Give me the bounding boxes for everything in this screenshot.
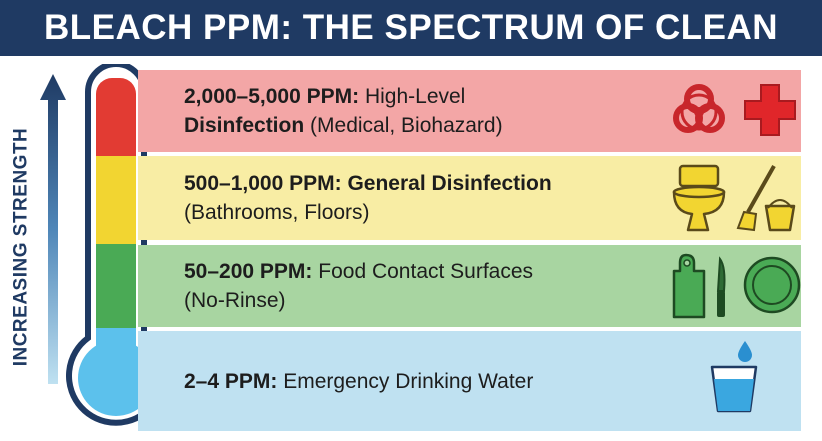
thermo-segment-red (96, 78, 136, 156)
level-text-food: 50–200 PPM: Food Contact Surfaces (No-Ri… (184, 260, 534, 312)
up-arrow-icon (40, 74, 66, 384)
level-band-water: 2–4 PPM: Emergency Drinking Water (138, 331, 801, 431)
axis-label-text: INCREASING STRENGTH (10, 127, 32, 367)
thermo-segment-yellow (96, 156, 136, 244)
thermometer-icon (66, 64, 166, 426)
level-band-high: 2,000–5,000 PPM: High-Level Disinfection… (138, 70, 801, 152)
water-glass-icon (710, 341, 758, 413)
title-bar: BLEACH PPM: THE SPECTRUM OF CLEAN (0, 0, 822, 56)
mop-bucket-icon (736, 165, 796, 232)
thermo-bulb (78, 340, 154, 416)
level-band-general: 500–1,000 PPM: General Disinfection (Bat… (138, 156, 801, 240)
cutting-board-knife-icon (672, 253, 726, 319)
level-text-general: 500–1,000 PPM: General Disinfection (Bat… (184, 172, 552, 224)
page-title: BLEACH PPM: THE SPECTRUM OF CLEAN (44, 8, 778, 47)
medical-cross-icon (744, 84, 796, 136)
axis-label: INCREASING STRENGTH (8, 112, 34, 382)
biohazard-icon (673, 84, 725, 133)
toilet-icon (672, 164, 726, 232)
plate-icon (743, 256, 801, 314)
level-text-water: 2–4 PPM: Emergency Drinking Water (184, 369, 534, 393)
level-band-food: 50–200 PPM: Food Contact Surfaces (No-Ri… (138, 245, 801, 327)
thermo-segment-green (96, 244, 136, 328)
level-text-high: 2,000–5,000 PPM: High-Level Disinfection… (184, 85, 503, 137)
